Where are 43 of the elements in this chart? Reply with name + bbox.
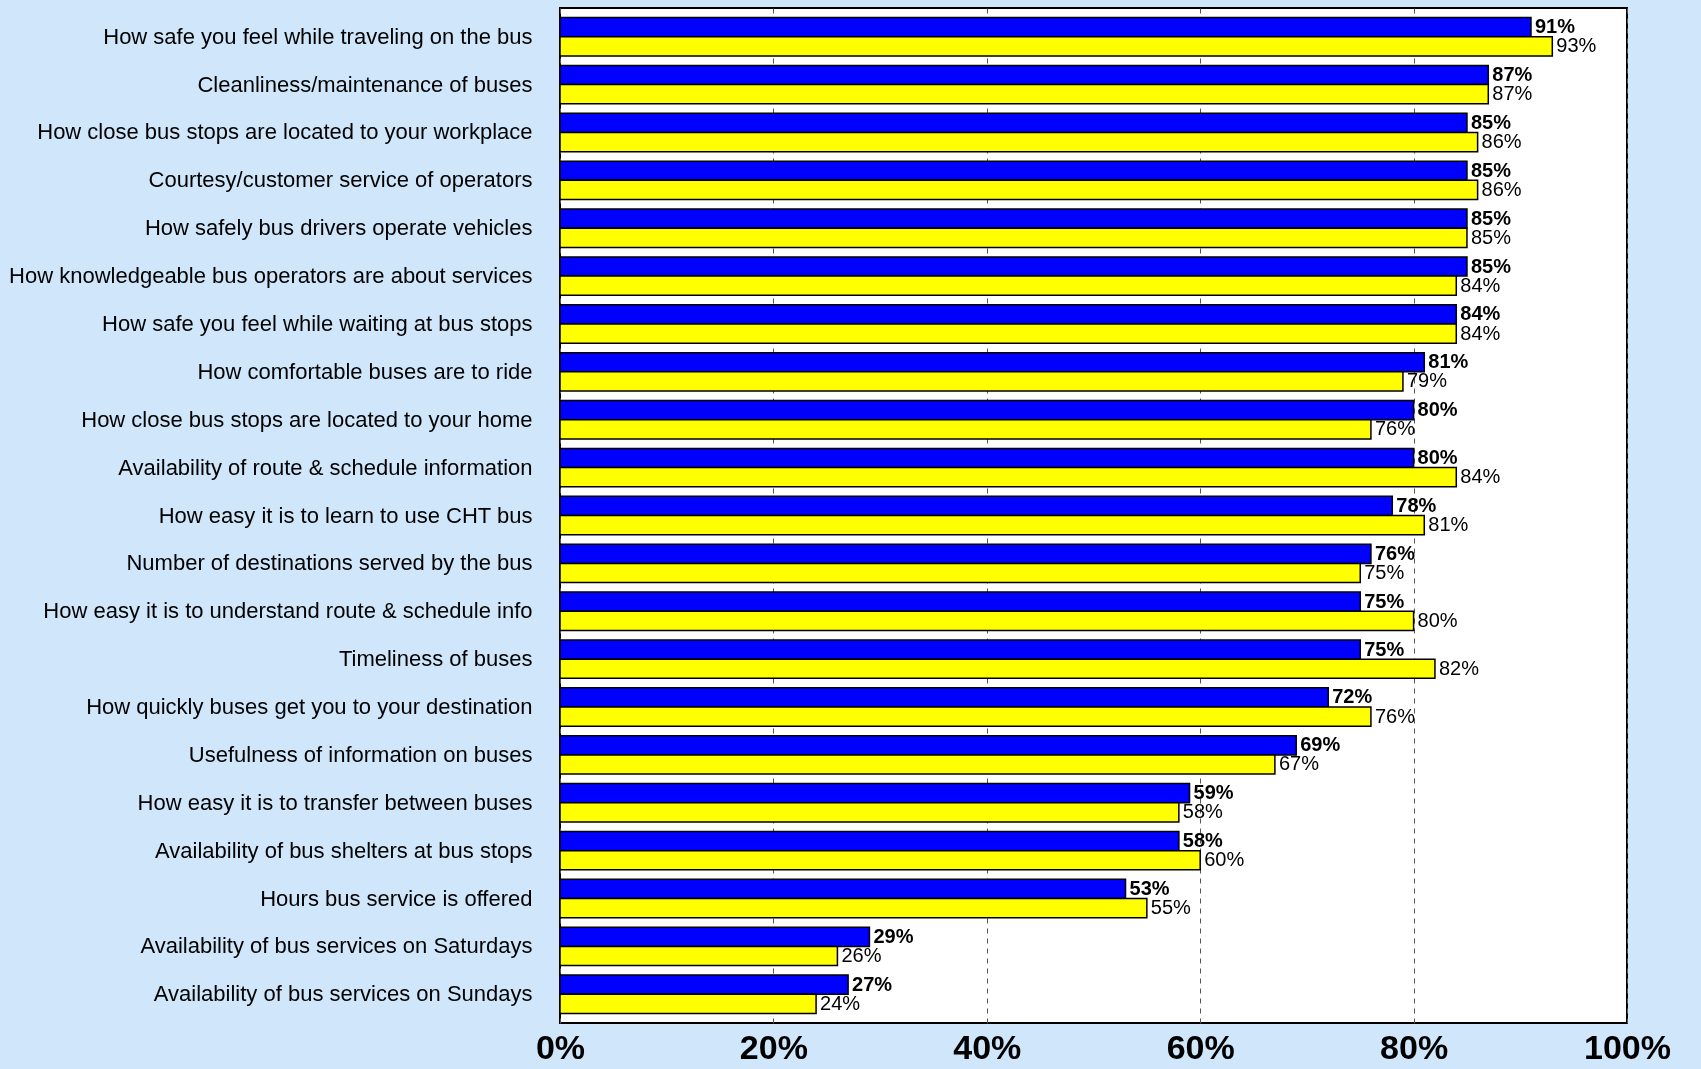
y-tick-label: How easy it is to learn to use CHT bus [158, 502, 533, 528]
data-label: 85% [1470, 110, 1512, 133]
x-tick-label: 40% [953, 1027, 1022, 1066]
data-label: 80% [1417, 398, 1458, 421]
data-label: 84% [1460, 465, 1501, 488]
y-tick-label: How safely bus drivers operate vehicles [144, 215, 533, 241]
data-label: 78% [1396, 493, 1437, 516]
y-tick-label: Courtesy/customer service of operators [148, 167, 533, 193]
x-tick-label: 100% [1584, 1027, 1671, 1066]
y-tick-label: Availability of bus services on Sundays [153, 981, 533, 1007]
y-tick-label: Usefulness of information on buses [188, 741, 533, 767]
y-tick-label: How safe you feel while traveling on the bus [103, 23, 533, 49]
data-label: 55% [1150, 896, 1192, 919]
data-label: 75% [1364, 589, 1405, 612]
data-label: 81% [1428, 513, 1469, 536]
data-label: 76% [1374, 704, 1416, 727]
y-tick-label: How comfortable buses are to ride [197, 358, 533, 384]
y-tick-label: Availability of route & schedule information [118, 454, 533, 480]
x-tick-label: 0% [535, 1027, 586, 1066]
y-tick-label: How close bus stops are located to your home [81, 406, 533, 432]
x-tick-label: 20% [739, 1027, 808, 1066]
y-tick-label: Number of destinations served by the bus [126, 550, 533, 576]
data-label: 75% [1364, 637, 1405, 660]
y-tick-label: How quickly buses get you to your destination [86, 694, 533, 720]
y-tick-label: How easy it is to understand route & schedule info [43, 598, 533, 624]
data-label: 80% [1417, 446, 1458, 469]
y-tick-label: How easy it is to transfer between buses [137, 789, 533, 815]
data-label: 86% [1481, 130, 1522, 153]
y-tick-label: How safe you feel while waiting at bus stops [102, 310, 533, 336]
y-tick-label: How knowledgeable bus operators are about services [9, 263, 533, 289]
y-tick-label: Availability of bus shelters at bus stops [155, 837, 533, 863]
data-label: 80% [1417, 608, 1458, 631]
data-label: 82% [1438, 656, 1480, 679]
data-label: 72% [1332, 685, 1373, 708]
y-tick-label: How close bus stops are located to your workplace [37, 119, 533, 145]
data-label: 53% [1129, 876, 1170, 899]
y-tick-label: Cleanliness/maintenance of buses [197, 71, 533, 97]
x-tick-label: 60% [1166, 1027, 1235, 1066]
x-tick-label: 80% [1380, 1027, 1449, 1066]
y-tick-label: Availability of bus services on Saturdays [140, 933, 533, 959]
data-label: 76% [1374, 417, 1416, 440]
y-tick-label: Hours bus service is offered [260, 885, 533, 911]
y-tick-label: Timeliness of buses [338, 646, 533, 672]
